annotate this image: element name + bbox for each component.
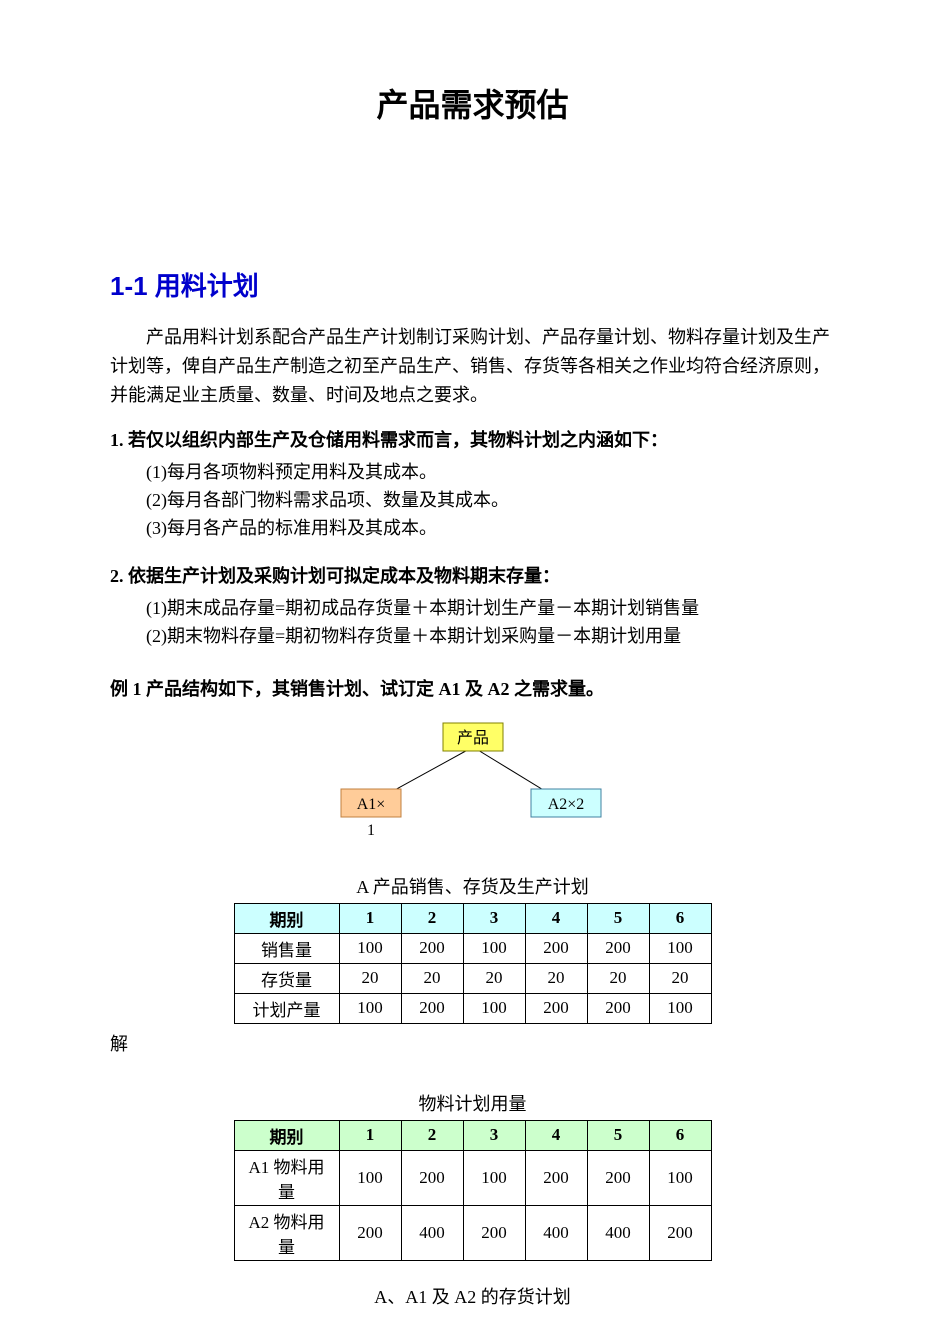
t1r2-label: 计划产量 [234, 993, 339, 1023]
table1-h5: 5 [587, 903, 649, 933]
table2-wrap: 期别 1 2 3 4 5 6 A1 物料用量 100 200 100 200 2… [110, 1120, 835, 1261]
table1-h6: 6 [649, 903, 711, 933]
table1-wrap: 期别 1 2 3 4 5 6 销售量 100 200 100 200 200 1… [110, 903, 835, 1024]
table2-h0: 期别 [234, 1120, 339, 1150]
t1r2c1: 200 [401, 993, 463, 1023]
table1-caption: A 产品销售、存货及生产计划 [110, 873, 835, 899]
table3-caption: A、A1 及 A2 的存货计划 [110, 1283, 835, 1309]
t1r0c3: 200 [525, 933, 587, 963]
t2r1-label: A2 物料用量 [234, 1205, 339, 1260]
t2r0c0: 100 [339, 1150, 401, 1205]
t2r0c2: 100 [463, 1150, 525, 1205]
table-row: A1 物料用量 100 200 100 200 200 100 [234, 1150, 711, 1205]
t1r1c3: 20 [525, 963, 587, 993]
tree-left-sublabel: 1 [367, 822, 375, 839]
table1-h4: 4 [525, 903, 587, 933]
table-row: 期别 1 2 3 4 5 6 [234, 903, 711, 933]
t2r1c5: 200 [649, 1205, 711, 1260]
item2-sub2: (2)期末物料存量=期初物料存货量＋本期计划采购量－本期计划用量 [146, 623, 835, 651]
table1-h2: 2 [401, 903, 463, 933]
solution-label: 解 [110, 1030, 835, 1056]
t1r2c4: 200 [587, 993, 649, 1023]
t1r1c0: 20 [339, 963, 401, 993]
tree-svg: 产品 A1× 1 A2×2 [313, 717, 633, 847]
item1-sub1: (1)每月各项物料预定用料及其成本。 [146, 459, 835, 487]
t1r0c4: 200 [587, 933, 649, 963]
t2r1c3: 400 [525, 1205, 587, 1260]
t1r0c1: 200 [401, 933, 463, 963]
table-row: A2 物料用量 200 400 200 400 400 200 [234, 1205, 711, 1260]
t2r0c3: 200 [525, 1150, 587, 1205]
t1r1c1: 20 [401, 963, 463, 993]
tree-root-label: 产品 [456, 729, 488, 747]
table1-h3: 3 [463, 903, 525, 933]
t1r0c0: 100 [339, 933, 401, 963]
numbered-item-2: 2. 依据生产计划及采购计划可拟定成本及物料期末存量： (1)期末成品存量=期初… [110, 563, 835, 651]
example-heading: 例 1 产品结构如下，其销售计划、试订定 A1 及 A2 之需求量。 [110, 675, 835, 701]
item2-sub1: (1)期末成品存量=期初成品存货量＋本期计划生产量－本期计划销售量 [146, 595, 835, 623]
item1-sub2: (2)每月各部门物料需求品项、数量及其成本。 [146, 487, 835, 515]
item2-lead: 2. 依据生产计划及采购计划可拟定成本及物料期末存量： [110, 566, 560, 586]
table2-caption: 物料计划用量 [110, 1090, 835, 1116]
page-title: 产品需求预估 [110, 80, 835, 126]
table-row: 计划产量 100 200 100 200 200 100 [234, 993, 711, 1023]
t1r2c3: 200 [525, 993, 587, 1023]
t1r0c5: 100 [649, 933, 711, 963]
t1r2c0: 100 [339, 993, 401, 1023]
t1r2c2: 100 [463, 993, 525, 1023]
t1r1c2: 20 [463, 963, 525, 993]
table2-h5: 5 [587, 1120, 649, 1150]
table-row: 销售量 100 200 100 200 200 100 [234, 933, 711, 963]
table2-h3: 3 [463, 1120, 525, 1150]
t1r2c5: 100 [649, 993, 711, 1023]
table1: 期别 1 2 3 4 5 6 销售量 100 200 100 200 200 1… [234, 903, 712, 1024]
section-heading: 1-1 用料计划 [110, 266, 835, 303]
t1r1c5: 20 [649, 963, 711, 993]
item1-lead: 1. 若仅以组织内部生产及仓储用料需求而言，其物料计划之内涵如下： [110, 430, 668, 450]
table2-h2: 2 [401, 1120, 463, 1150]
table2: 期别 1 2 3 4 5 6 A1 物料用量 100 200 100 200 2… [234, 1120, 712, 1261]
tree-right-label: A2×2 [547, 796, 584, 813]
t2r1c4: 400 [587, 1205, 649, 1260]
t2r0c4: 200 [587, 1150, 649, 1205]
table2-h1: 1 [339, 1120, 401, 1150]
t2r0-label: A1 物料用量 [234, 1150, 339, 1205]
t1r0-label: 销售量 [234, 933, 339, 963]
table2-h6: 6 [649, 1120, 711, 1150]
table1-h1: 1 [339, 903, 401, 933]
t1r1-label: 存货量 [234, 963, 339, 993]
table2-h4: 4 [525, 1120, 587, 1150]
product-tree-diagram: 产品 A1× 1 A2×2 [110, 717, 835, 847]
table1-h0: 期别 [234, 903, 339, 933]
table-row: 期别 1 2 3 4 5 6 [234, 1120, 711, 1150]
t2r1c1: 400 [401, 1205, 463, 1260]
tree-left-label: A1× [356, 796, 385, 813]
t1r0c2: 100 [463, 933, 525, 963]
t2r0c5: 100 [649, 1150, 711, 1205]
intro-paragraph: 产品用料计划系配合产品生产计划制订采购计划、产品存量计划、物料存量计划及生产计划… [110, 323, 835, 409]
t2r1c2: 200 [463, 1205, 525, 1260]
t2r0c1: 200 [401, 1150, 463, 1205]
t1r1c4: 20 [587, 963, 649, 993]
table-row: 存货量 20 20 20 20 20 20 [234, 963, 711, 993]
numbered-item-1: 1. 若仅以组织内部生产及仓储用料需求而言，其物料计划之内涵如下： (1)每月各… [110, 427, 835, 543]
t2r1c0: 200 [339, 1205, 401, 1260]
item1-sub3: (3)每月各产品的标准用料及其成本。 [146, 515, 835, 543]
